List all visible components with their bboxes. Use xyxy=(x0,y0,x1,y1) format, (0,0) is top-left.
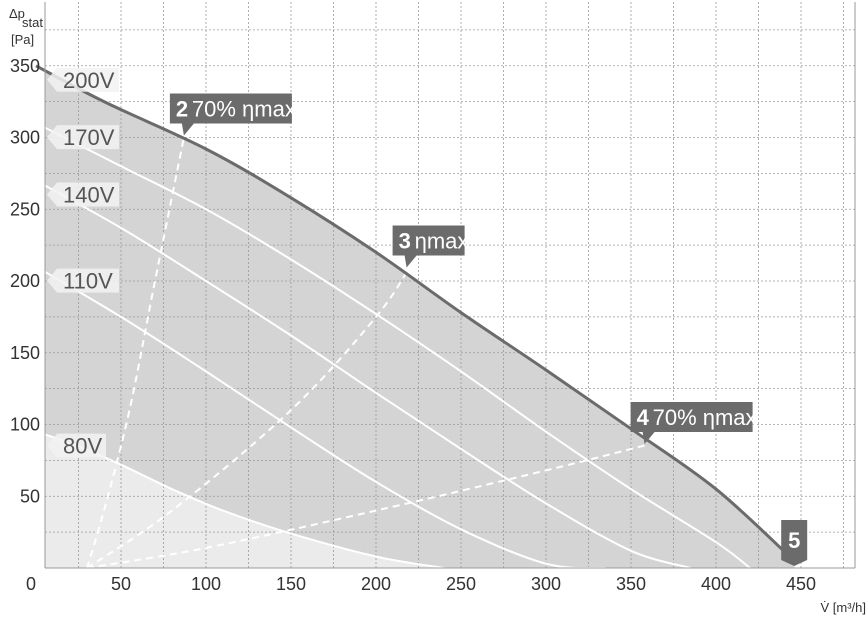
voltage-label-110v: 110V xyxy=(47,268,119,294)
voltage-tag-text: 140V xyxy=(63,183,115,208)
low-voltage-region xyxy=(45,431,444,568)
curve-110v xyxy=(45,270,606,568)
x-tick-label: 200 xyxy=(361,574,391,594)
point-text: 70% ηmax xyxy=(653,405,757,430)
efficiency-lines xyxy=(86,137,649,568)
y-tick-label: 100 xyxy=(10,415,40,435)
y-tick-label: 300 xyxy=(10,128,40,148)
y-tick-label: 350 xyxy=(10,56,40,76)
x-axis-title: V̇ [m³/h] xyxy=(820,600,866,615)
voltage-label-170v: 170V xyxy=(47,125,119,150)
point-text: ηmax xyxy=(415,229,469,254)
x-tick-label: 50 xyxy=(111,574,131,594)
point-text: 70% ηmax xyxy=(192,97,296,122)
point-label-box xyxy=(630,402,753,445)
point-label-box xyxy=(781,520,808,566)
y-axis-title: Δp xyxy=(9,6,25,21)
x-tick-label: 300 xyxy=(531,574,561,594)
point-number: 2 xyxy=(176,97,188,122)
x-tick-label: 450 xyxy=(786,574,816,594)
point-label-3: 3 ηmax xyxy=(392,225,469,268)
point-label-box xyxy=(169,93,292,136)
x-tick-label: 400 xyxy=(701,574,731,594)
point-label-4: 4 70% ηmax xyxy=(630,402,757,445)
curve-170v xyxy=(45,126,751,568)
point-number: 4 xyxy=(637,405,650,430)
curve-140v xyxy=(45,184,691,568)
max-curve-layer xyxy=(35,64,796,562)
voltage-label-200v: 200V xyxy=(47,67,119,93)
y-axis-subscript: stat xyxy=(22,15,43,30)
voltage-label-140v: 140V xyxy=(47,182,119,208)
efficiency-line-3 xyxy=(86,443,649,568)
x-tick-label: 0 xyxy=(26,574,36,594)
efficiency-line-2 xyxy=(86,266,411,568)
x-tick-label: 100 xyxy=(191,574,221,594)
max-curve xyxy=(35,64,796,562)
point-number: 5 xyxy=(788,528,800,553)
x-tick-label: 150 xyxy=(276,574,306,594)
voltage-tag-text: 170V xyxy=(63,125,115,150)
voltage-tag-bg xyxy=(47,268,119,293)
x-tick-label: 250 xyxy=(446,574,476,594)
voltage-tag-bg xyxy=(47,125,119,150)
y-tick-label: 250 xyxy=(10,199,40,219)
voltage-tag-bg xyxy=(47,433,106,458)
voltage-tag-text: 200V xyxy=(63,68,115,93)
x-tick-label: 350 xyxy=(616,574,646,594)
voltage-tag-text: 80V xyxy=(63,434,102,459)
y-tick-label: 50 xyxy=(20,486,40,506)
voltage-tag-text: 110V xyxy=(63,269,113,294)
y-axis-unit: [Pa] xyxy=(11,32,34,47)
axes: 0 50 100 150 200 250 300 350 400 4505010015020025… xyxy=(9,2,866,615)
point-number: 3 xyxy=(399,229,411,254)
operating-regions xyxy=(45,65,795,568)
point-label-box xyxy=(392,225,465,268)
operating-region xyxy=(45,65,795,568)
y-tick-label: 200 xyxy=(10,271,40,291)
voltage-tag-bg xyxy=(47,67,119,92)
y-tick-label: 150 xyxy=(10,343,40,363)
voltage-label-80v: 80V xyxy=(47,433,106,459)
voltage-tag-bg xyxy=(47,182,119,207)
point-label-5: 5 xyxy=(781,520,808,566)
point-label-2: 2 70% ηmax xyxy=(169,93,296,136)
efficiency-line-1 xyxy=(86,137,185,568)
